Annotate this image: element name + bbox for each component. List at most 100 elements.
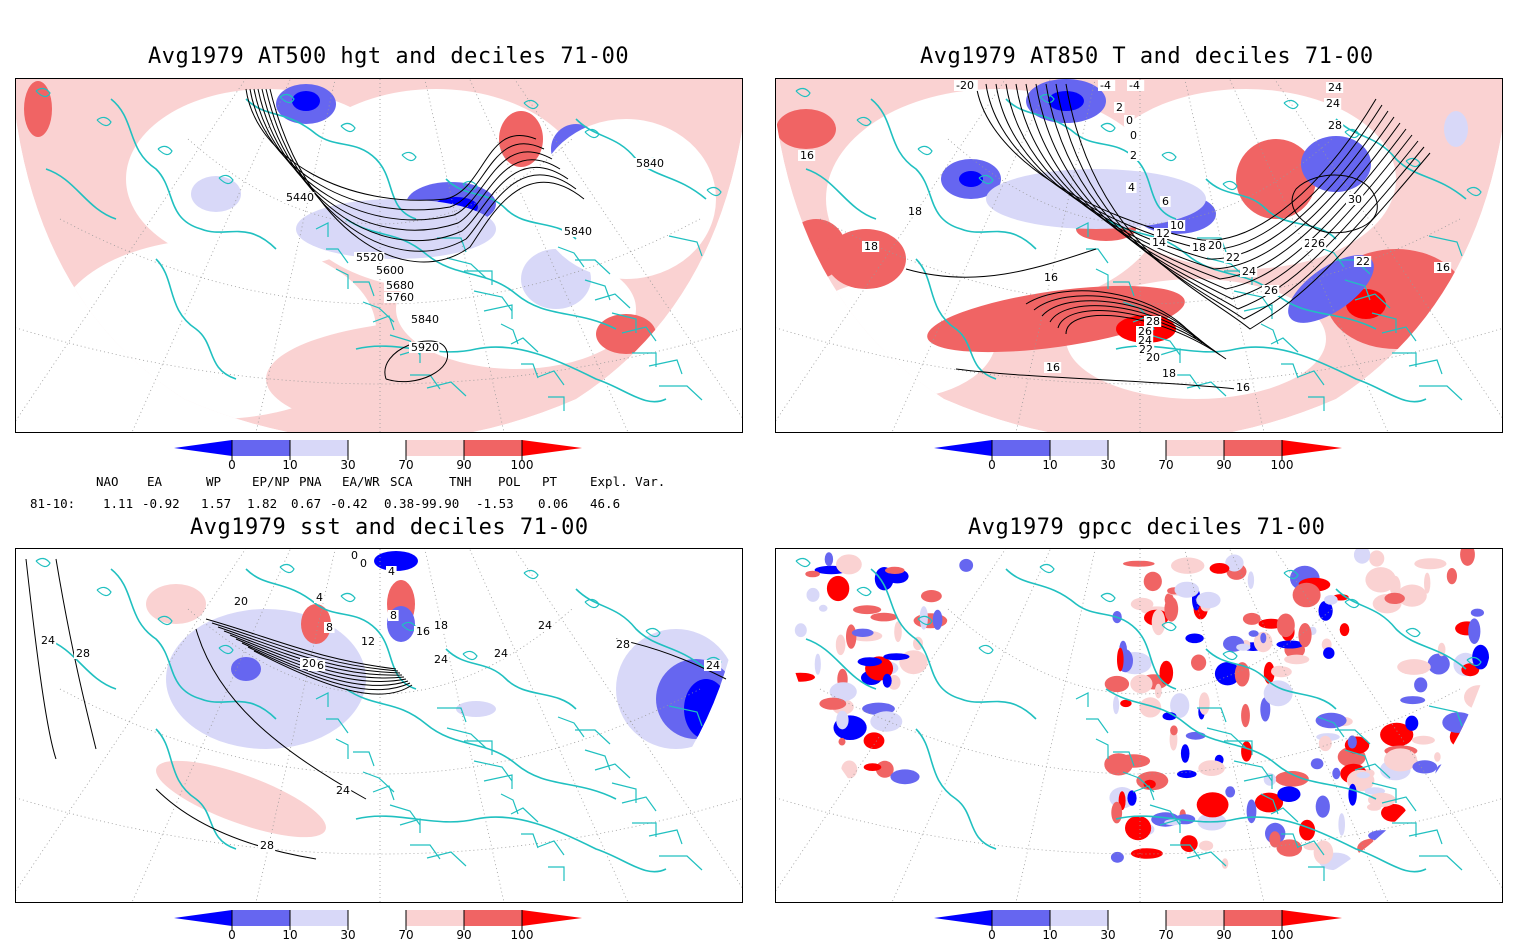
colorbar-hgt500: 0 10 30 70 90 100 [174,440,582,470]
precip-decile-cell [1397,584,1427,607]
colorbar-segment [992,910,1050,926]
contour-label: 28 [76,647,90,660]
precip-decile-cell [1139,697,1162,718]
contour-label: 20 [1208,239,1222,252]
precip-decile-cell [1130,674,1153,694]
precip-decile-cell [1171,557,1205,574]
teleconnection-index-table: NAO EA WP EP/NP PNA EA/WR SCA TNH POL PT… [0,474,700,514]
colorbar-tick-label: 0 [988,928,996,940]
contour-label: 24 [1326,97,1340,110]
contour-label: 24 [1242,265,1256,278]
precip-decile-cell [805,570,820,578]
index-value-eawr: -0.42 [330,496,368,511]
contour-label: 20 [234,595,248,608]
colorbar-tick-label: 10 [1042,928,1057,940]
precip-decile-cell [785,672,815,682]
index-value-epnp: 1.82 [247,496,278,511]
precip-decile-cell [1248,630,1259,637]
contour-label: 6 [1162,195,1169,208]
index-value-wp: 1.57 [201,496,232,511]
precip-decile-cell [1446,568,1457,585]
precip-decile-cell [1111,801,1123,824]
contour-label: -4 [1100,79,1111,92]
map-panel-t850: -20 -4 -4 24 18 16 2 0 0 24 28 2 4 30 6 18 10 12 14 18 20 22 2… [775,78,1503,433]
colorbar-tick-label: 0 [228,458,236,470]
contour-label: 0 [360,557,367,570]
precip-decile-cell [838,737,846,746]
precip-decile-cell [1159,660,1174,685]
precip-decile-cell [870,612,898,622]
panel-title-gpcc: Avg1979 gpcc deciles 71-00 [968,515,1326,540]
index-header-epnp: EP/NP [252,474,290,489]
colorbar-arrow-high [522,910,582,926]
precip-decile-cell [1436,767,1467,788]
contour-label: 0 [1126,114,1133,127]
contour-label: 0 [1130,129,1137,142]
colorbar-tick-label: 30 [1100,928,1115,940]
graticule-layer [16,549,742,902]
index-value-sca: 0.38-99.90 [384,496,460,511]
precip-decile-cell [1236,643,1251,651]
high-decile-region [826,229,906,289]
precip-decile-cell [1473,848,1482,870]
index-value-expl-var: 46.6 [590,496,621,511]
precip-decile-cell [1260,632,1267,644]
precip-decile-cell [921,590,942,603]
index-value-nao: 1.11 [103,496,134,511]
contour-label: 10 [1170,219,1184,232]
contour-label: 18 [908,205,922,218]
precip-decile-cell [1448,813,1466,836]
contour-label: 18 [864,240,878,253]
map-panel-hgt500: 5840 5440 5520 5600 5680 5760 5840 5920 5840 [15,78,743,433]
precip-decile-cell [870,711,903,732]
contour-label: 28 [1146,315,1160,328]
contour-label: 2 [1116,101,1123,114]
precip-decile-cell [1324,595,1338,605]
contour-label: 12 [1156,227,1170,240]
precip-decile-cell [1461,663,1480,677]
min-decile-region [292,91,320,111]
precip-decile-cell [853,605,882,615]
contour-label: 16 [1436,261,1450,274]
warm-region [146,584,206,624]
panel-title-t850: Avg1979 AT850 T and deciles 71-00 [920,44,1374,69]
precip-decile-cell [1338,813,1345,836]
precip-decile-cell [1275,771,1309,787]
precip-decile-cell [1113,695,1120,715]
colorbar-arrow-low [934,440,992,456]
precip-decile-cell [1110,851,1124,863]
precip-decile-cell [1263,680,1293,707]
colorbar-tick-label: 10 [282,928,297,940]
precip-decile-cell [1125,815,1152,841]
below-normal-region [1444,111,1468,147]
precip-decile-cell [1196,792,1229,818]
precip-decile-cell [1347,735,1357,749]
precip-decile-cell [1348,783,1357,806]
index-header-pna: PNA [299,474,322,489]
low-decile-region [1301,136,1371,192]
precip-decile-cell [1246,799,1257,824]
precip-decile-cell [810,744,831,769]
index-header-sca: SCA [390,474,413,489]
precip-decile-cell [1154,683,1162,699]
contour-label: 5840 [636,157,664,170]
precip-decile-cell [841,760,858,779]
colorbar-segment [1166,910,1224,926]
contour-label: 0 [351,549,358,562]
precip-decile-cell [819,697,847,710]
precip-decile-cell [1368,830,1398,842]
colorbar-gpcc: 0 10 30 70 90 100 [934,910,1342,940]
high-decile-region [24,81,52,137]
precip-decile-cell [1209,563,1230,574]
precip-decile-cell [1269,831,1281,848]
contour-label: 24 [336,784,350,797]
colorbar-segment [290,440,348,456]
contour-label: 5840 [411,313,439,326]
precip-decile-cell [829,682,857,702]
index-value-tnh: -1.53 [476,496,514,511]
index-value-ea: -0.92 [142,496,180,511]
precip-decile-cell [1397,659,1431,675]
precip-decile-cell [1365,567,1396,593]
colorbar-tick-label: 70 [398,928,413,940]
precip-decile-cell [1470,608,1484,617]
